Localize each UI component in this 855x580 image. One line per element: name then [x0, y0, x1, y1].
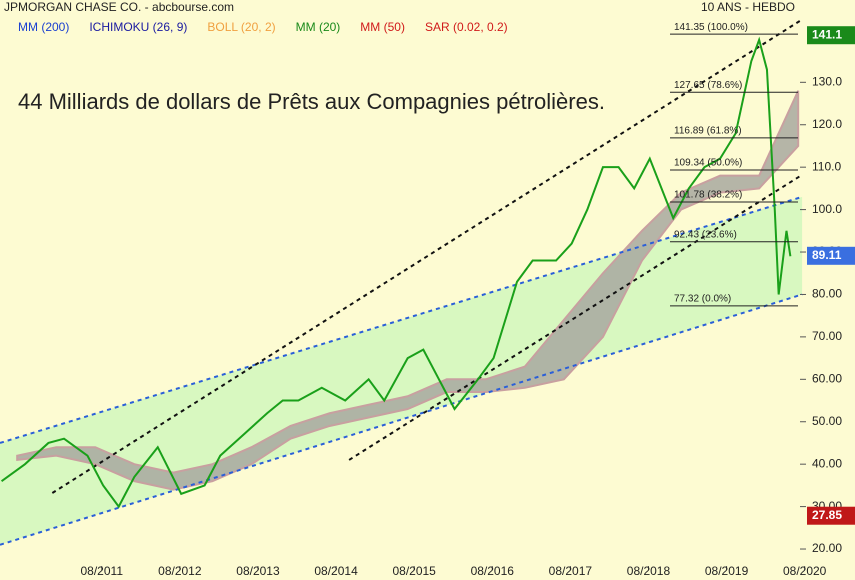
- y-tick-label: 60.00: [812, 371, 842, 385]
- fib-label: 92.43 (23.6%): [674, 229, 737, 240]
- y-tick-label: 40.00: [812, 456, 842, 470]
- y-tick-label: 50.00: [812, 414, 842, 428]
- trend-line: [348, 173, 803, 461]
- x-tick-label: 08/2013: [236, 564, 280, 578]
- fib-label: 109.34 (50.0%): [674, 158, 742, 169]
- y-tick-label: 130.0: [812, 74, 842, 88]
- x-tick-label: 08/2018: [627, 564, 671, 578]
- price-tag-label: 141.1: [812, 27, 842, 41]
- price-tag: [807, 506, 855, 525]
- x-tick-label: 08/2016: [471, 564, 515, 578]
- x-tick-label: 08/2019: [705, 564, 749, 578]
- ichimoku-cloud: [16, 90, 800, 491]
- fib-label: 77.32 (0.0%): [674, 293, 731, 304]
- fib-label: 141.35 (100.0%): [674, 22, 748, 33]
- fib-label: 101.78 (38.2%): [674, 190, 742, 201]
- subtitle: 10 ANS - HEBDO: [701, 0, 795, 14]
- x-tick-label: 08/2017: [549, 564, 593, 578]
- x-tick-label: 08/2014: [314, 564, 358, 578]
- annotation: 44 Milliards de dollars de Prêts aux Com…: [18, 89, 605, 114]
- legend-entry: MM (50): [360, 20, 405, 34]
- y-tick-label: 100.0: [812, 202, 842, 216]
- x-tick-label: 08/2011: [81, 564, 124, 578]
- y-tick-label: 120.0: [812, 117, 842, 131]
- price-tag: [807, 246, 855, 265]
- chart-title: JPMORGAN CHASE CO. - abcbourse.com: [4, 0, 234, 14]
- legend-entry: BOLL (20, 2): [207, 20, 275, 34]
- legend-entry: MM (200): [18, 20, 69, 34]
- y-tick-label: 70.00: [812, 329, 842, 343]
- price-tag: [807, 26, 855, 45]
- price-tag-label: 89.11: [812, 248, 842, 262]
- x-tick-label: 08/2020: [783, 564, 827, 578]
- fib-label: 116.89 (61.8%): [674, 126, 742, 137]
- legend-entry: MM (20): [296, 20, 341, 34]
- x-tick-label: 08/2012: [158, 564, 202, 578]
- y-tick-label: 80.00: [812, 287, 842, 301]
- trend-line: [51, 18, 803, 494]
- trend-line: [0, 195, 803, 444]
- y-tick-label: 20.00: [812, 541, 842, 555]
- fib-label: 127.65 (78.6%): [674, 80, 742, 91]
- price-line: [0, 36, 792, 509]
- legend-entry: SAR (0.02, 0.2): [425, 20, 508, 34]
- y-tick-label: 110.0: [812, 159, 841, 173]
- legend-entry: ICHIMOKU (26, 9): [89, 20, 187, 34]
- x-tick-label: 08/2015: [392, 564, 436, 578]
- price-tag-label: 27.85: [812, 508, 842, 522]
